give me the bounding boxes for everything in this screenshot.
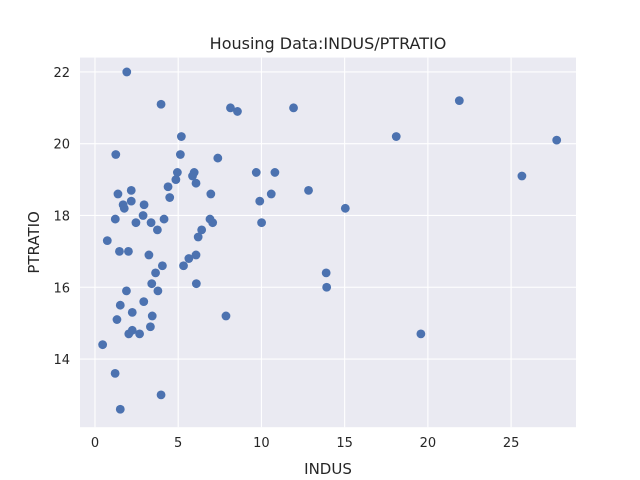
data-point — [233, 107, 242, 116]
chart-title: Housing Data:INDUS/PTRATIO — [210, 34, 447, 53]
data-point — [221, 311, 231, 321]
data-point — [165, 193, 175, 202]
data-point — [151, 268, 160, 278]
data-point — [157, 261, 167, 271]
data-point — [122, 67, 132, 77]
data-point — [135, 329, 144, 339]
data-point — [126, 185, 136, 195]
data-point — [517, 171, 527, 181]
data-point — [163, 182, 173, 192]
data-point — [112, 315, 122, 324]
data-point — [266, 189, 276, 199]
data-point — [124, 246, 133, 256]
data-point — [152, 225, 162, 235]
y-axis-label: PTRATIO — [25, 211, 43, 274]
data-point — [111, 150, 121, 159]
data-point — [139, 297, 149, 307]
data-point — [115, 300, 125, 310]
y-tick-label: 22 — [53, 66, 70, 81]
data-points — [98, 67, 562, 414]
data-point — [115, 404, 125, 414]
y-tick-label: 14 — [53, 353, 70, 368]
x-tick-label: 20 — [420, 436, 437, 451]
x-tick-label: 10 — [253, 436, 270, 451]
x-tick-labels: 0 5 10 15 20 25 — [91, 436, 520, 451]
data-point — [179, 261, 188, 271]
data-point — [172, 168, 182, 177]
y-tick-label: 18 — [53, 209, 70, 224]
data-point — [159, 214, 169, 224]
data-point — [119, 203, 129, 213]
data-point — [391, 132, 401, 141]
data-point — [213, 153, 223, 163]
data-point — [226, 103, 235, 113]
data-point — [153, 286, 163, 296]
data-point — [184, 254, 194, 263]
data-point — [146, 218, 156, 228]
data-point — [206, 189, 216, 199]
data-point — [189, 168, 199, 177]
data-point — [289, 103, 298, 113]
data-point — [156, 390, 166, 400]
data-point — [193, 232, 203, 242]
x-tick-label: 5 — [174, 436, 182, 451]
data-point — [322, 282, 332, 292]
data-point — [113, 189, 123, 199]
data-point — [139, 200, 149, 210]
data-point — [144, 250, 154, 260]
data-point — [191, 250, 201, 260]
data-point — [147, 279, 157, 289]
data-point — [131, 218, 141, 228]
plot-area — [80, 57, 576, 428]
data-point — [138, 211, 148, 220]
data-point — [552, 135, 562, 145]
data-point — [208, 218, 218, 228]
y-tick-label: 16 — [53, 281, 70, 296]
data-point — [115, 246, 124, 256]
data-point — [416, 329, 426, 339]
y-tick-labels: 14 16 18 20 22 — [53, 66, 70, 368]
data-point — [270, 168, 280, 177]
data-point — [156, 99, 166, 109]
data-point — [251, 168, 261, 177]
x-tick-label: 0 — [91, 436, 99, 451]
data-point — [127, 307, 137, 317]
grid — [80, 57, 576, 428]
data-point — [147, 311, 157, 321]
data-point — [122, 286, 131, 296]
data-point — [197, 225, 207, 235]
data-point — [98, 340, 108, 350]
data-point — [454, 96, 464, 106]
x-tick-label: 25 — [503, 436, 520, 451]
data-point — [146, 322, 155, 332]
data-point — [191, 178, 201, 188]
data-point — [102, 236, 112, 246]
y-tick-label: 20 — [53, 138, 70, 153]
data-point — [127, 325, 137, 335]
data-point — [255, 196, 265, 206]
data-point — [304, 185, 313, 195]
data-point — [340, 203, 350, 213]
data-point — [176, 132, 186, 141]
data-point — [110, 368, 120, 378]
data-point — [171, 175, 181, 185]
data-point — [191, 279, 201, 289]
data-point — [175, 150, 185, 159]
data-point — [126, 196, 136, 206]
data-point — [257, 218, 266, 228]
data-point — [321, 268, 331, 278]
x-axis-label: INDUS — [304, 460, 352, 478]
x-tick-label: 15 — [336, 436, 353, 451]
data-point — [110, 214, 120, 224]
